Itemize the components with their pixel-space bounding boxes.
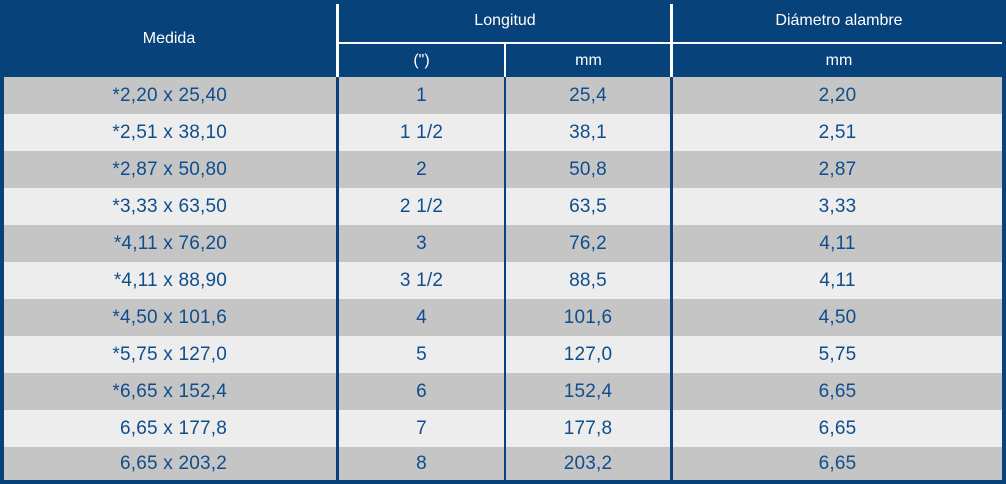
cell-longitud-mm-text: 88,5: [569, 269, 607, 291]
cell-longitud-pulgadas: 2: [339, 151, 504, 188]
cell-diametro-mm: 3,33: [673, 188, 1002, 225]
cell-medida: 6,65 x 203,2: [4, 447, 336, 480]
header-divider: [338, 42, 1002, 44]
cell-medida-text: *2,51 x 38,10: [112, 121, 227, 143]
cell-longitud-pulgadas: 1: [339, 77, 504, 114]
cell-longitud-pulgadas-text: 5: [416, 343, 427, 365]
cell-longitud-mm: 50,8: [506, 151, 670, 188]
cell-medida-text: *4,50 x 101,6: [112, 306, 227, 328]
cell-medida-text: *2,87 x 50,80: [112, 158, 227, 180]
cell-longitud-pulgadas-text: 3 1/2: [399, 269, 444, 291]
cell-medida-text: *6,65 x 152,4: [112, 380, 227, 402]
cell-longitud-pulgadas: 5: [339, 336, 504, 373]
cell-medida: *5,75 x 127,0: [4, 336, 336, 373]
cell-longitud-mm: 203,2: [506, 447, 670, 480]
cell-diametro-mm: 6,65: [673, 373, 1002, 410]
cell-longitud-pulgadas: 3: [339, 225, 504, 262]
cell-medida: *4,50 x 101,6: [4, 299, 336, 336]
cell-longitud-mm-text: 177,8: [563, 417, 613, 439]
cell-longitud-mm-text: 152,4: [563, 380, 613, 402]
cell-longitud-pulgadas: 4: [339, 299, 504, 336]
header-unit-mm-longitud: mm: [505, 44, 672, 77]
cell-medida: *2,87 x 50,80: [4, 151, 336, 188]
cell-medida: *4,11 x 88,90: [4, 262, 336, 299]
header-divider: [504, 44, 506, 77]
cell-longitud-pulgadas-text: 7: [416, 417, 427, 439]
cell-longitud-mm-text: 63,5: [569, 195, 607, 217]
cell-diametro-mm: 4,11: [673, 262, 1002, 299]
cell-longitud-mm-text: 76,2: [569, 232, 607, 254]
header-medida: Medida: [0, 0, 338, 77]
cell-medida-text: *4,11 x 88,90: [113, 269, 227, 291]
cell-diametro-mm-text: 2,51: [818, 121, 857, 143]
cell-medida: *3,33 x 63,50: [4, 188, 336, 225]
cell-longitud-pulgadas-text: 6: [416, 380, 427, 402]
cell-longitud-mm-text: 127,0: [563, 343, 613, 365]
cell-diametro-mm-text: 5,75: [818, 343, 857, 365]
cell-longitud-mm: 101,6: [506, 299, 670, 336]
cell-medida-text: *4,11 x 76,20: [113, 232, 227, 254]
cell-longitud-pulgadas-text: 2: [416, 158, 427, 180]
cell-longitud-pulgadas-text: 3: [416, 232, 427, 254]
cell-longitud-mm-text: 50,8: [569, 158, 607, 180]
header-longitud: Longitud: [338, 0, 672, 42]
cell-diametro-mm: 2,20: [673, 77, 1002, 114]
cell-longitud-pulgadas-text: 8: [416, 452, 427, 474]
cell-medida: 6,65 x 177,8: [4, 410, 336, 447]
cell-diametro-mm-text: 2,87: [818, 158, 857, 180]
cell-longitud-mm-text: 25,4: [569, 84, 607, 106]
cell-diametro-mm-text: 3,33: [818, 195, 857, 217]
cell-diametro-mm: 6,65: [673, 447, 1002, 480]
cell-longitud-mm: 38,1: [506, 114, 670, 151]
cell-longitud-mm: 152,4: [506, 373, 670, 410]
cell-longitud-pulgadas-text: 1 1/2: [399, 121, 444, 143]
cell-longitud-mm: 177,8: [506, 410, 670, 447]
cell-longitud-pulgadas-text: 2 1/2: [399, 195, 444, 217]
cell-longitud-pulgadas: 8: [339, 447, 504, 480]
cell-diametro-mm: 2,51: [673, 114, 1002, 151]
cell-longitud-mm-text: 38,1: [569, 121, 607, 143]
cell-longitud-mm: 63,5: [506, 188, 670, 225]
cell-longitud-pulgadas: 6: [339, 373, 504, 410]
cell-diametro-mm-text: 4,11: [819, 232, 856, 254]
cell-diametro-mm-text: 6,65: [818, 380, 857, 402]
cell-diametro-mm: 4,50: [673, 299, 1002, 336]
cell-diametro-mm: 5,75: [673, 336, 1002, 373]
header-unit-mm-diametro: mm: [672, 44, 1006, 77]
cell-longitud-pulgadas-text: 1: [416, 84, 427, 106]
cell-medida: *6,65 x 152,4: [4, 373, 336, 410]
cell-medida: *2,20 x 25,40: [4, 77, 336, 114]
cell-longitud-mm: 25,4: [506, 77, 670, 114]
cell-longitud-mm-text: 203,2: [563, 452, 613, 474]
cell-diametro-mm-text: 4,50: [818, 306, 857, 328]
cell-diametro-mm-text: 6,65: [818, 452, 857, 474]
header-divider: [336, 4, 339, 77]
cell-diametro-mm: 4,11: [673, 225, 1002, 262]
cell-longitud-mm-text: 101,6: [563, 306, 613, 328]
cell-diametro-mm: 2,87: [673, 151, 1002, 188]
cell-longitud-pulgadas-text: 4: [416, 306, 427, 328]
header-unit-inch: ("): [338, 44, 505, 77]
cell-medida: *2,51 x 38,10: [4, 114, 336, 151]
cell-medida: *4,11 x 76,20: [4, 225, 336, 262]
cell-diametro-mm-text: 2,20: [818, 84, 857, 106]
cell-longitud-pulgadas: 1 1/2: [339, 114, 504, 151]
header-divider: [670, 4, 673, 77]
header-diametro-alambre: Diámetro alambre: [672, 0, 1006, 42]
cell-medida-text: *2,20 x 25,40: [112, 84, 227, 106]
cell-longitud-pulgadas: 7: [339, 410, 504, 447]
cell-medida-text: 6,65 x 177,8: [120, 417, 227, 439]
cell-longitud-mm: 88,5: [506, 262, 670, 299]
cell-diametro-mm-text: 4,11: [819, 269, 856, 291]
cell-longitud-pulgadas: 3 1/2: [339, 262, 504, 299]
cell-longitud-mm: 76,2: [506, 225, 670, 262]
cell-medida-text: 6,65 x 203,2: [120, 452, 227, 474]
cell-medida-text: *3,33 x 63,50: [112, 195, 227, 217]
cell-medida-text: *5,75 x 127,0: [112, 343, 227, 365]
cell-diametro-mm-text: 6,65: [818, 417, 857, 439]
cell-longitud-mm: 127,0: [506, 336, 670, 373]
cell-diametro-mm: 6,65: [673, 410, 1002, 447]
cell-longitud-pulgadas: 2 1/2: [339, 188, 504, 225]
